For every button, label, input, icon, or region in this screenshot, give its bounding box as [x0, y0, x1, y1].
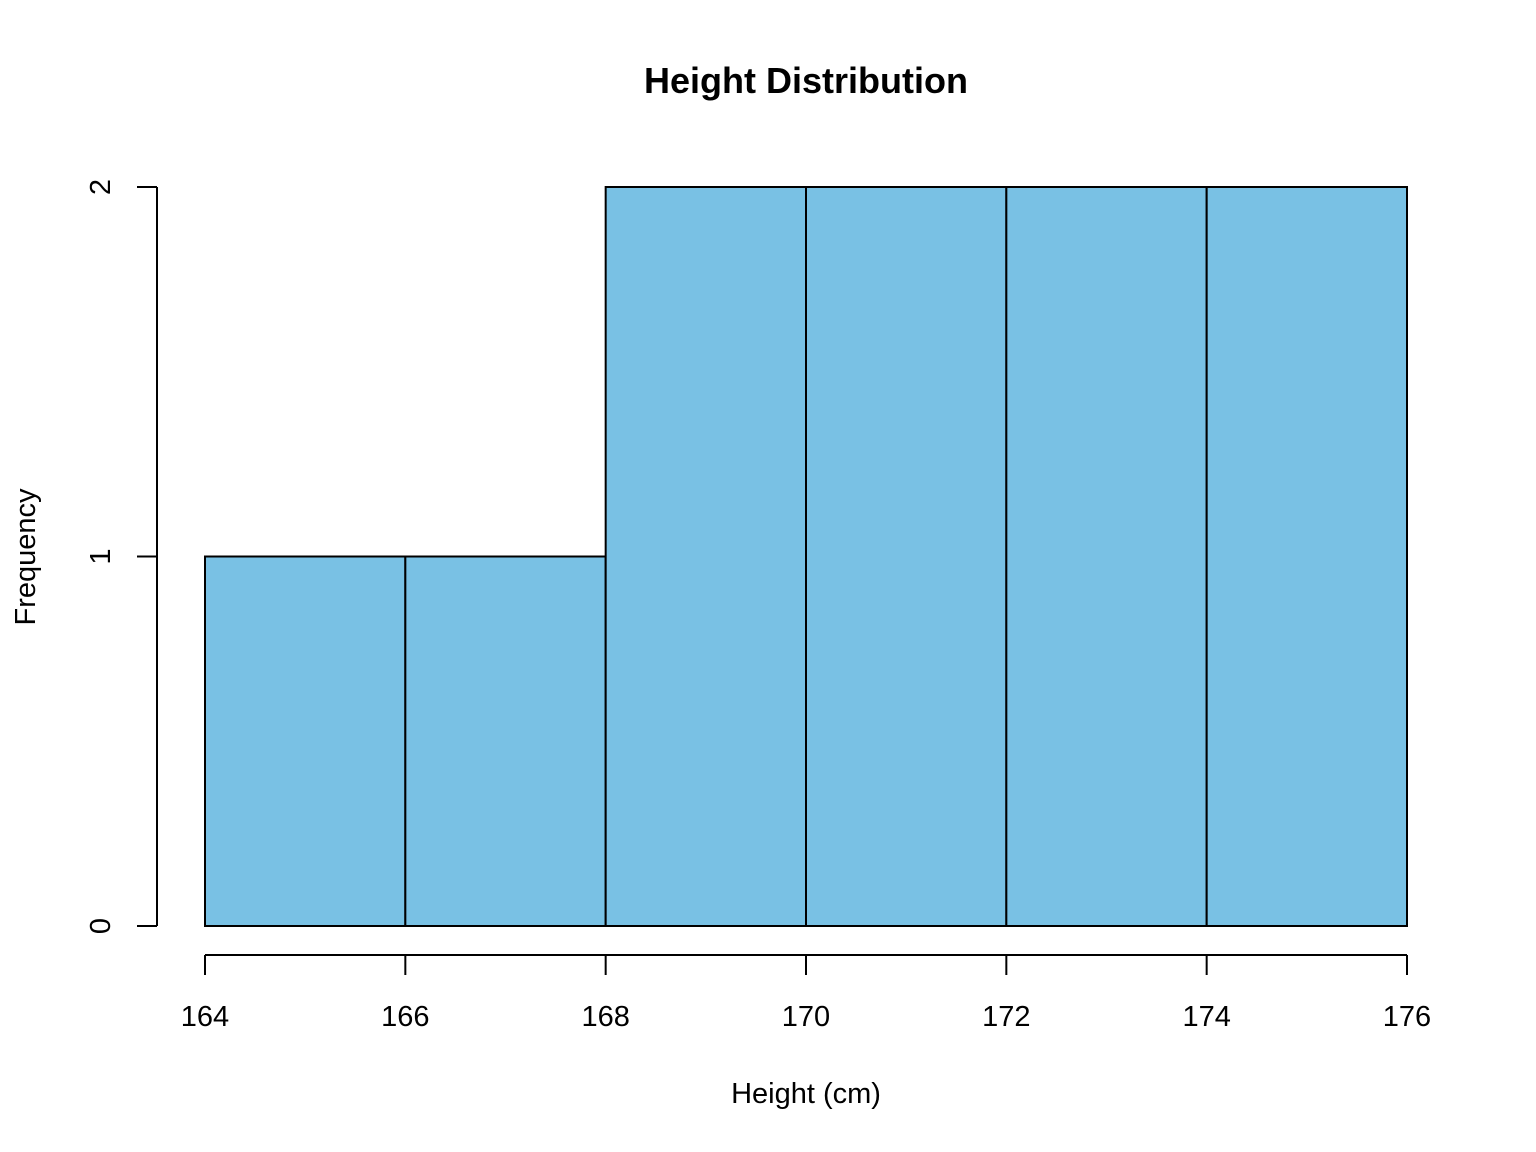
- histogram-bar-1: [204, 555, 407, 927]
- y-tick-label: 0: [85, 918, 117, 934]
- y-axis: 0 1 2: [85, 179, 158, 934]
- histogram-bar-3: [604, 186, 808, 927]
- y-axis-label: Frequency: [10, 488, 42, 626]
- histogram-bar-5: [1005, 186, 1208, 927]
- x-tick-label: 168: [581, 1001, 629, 1033]
- histogram-bar-2: [404, 555, 607, 927]
- x-axis-label: Height (cm): [731, 1078, 881, 1110]
- x-tick-label: 172: [982, 1001, 1030, 1033]
- histogram-bar-4: [805, 186, 1008, 927]
- y-tick-label: 2: [85, 179, 117, 195]
- y-tick-label: 1: [85, 548, 117, 564]
- x-tick-label: 174: [1182, 1001, 1230, 1033]
- x-tick-label: 166: [381, 1001, 429, 1033]
- x-axis: 164 166 168 170 172 174 176: [181, 954, 1431, 1033]
- x-tick-label: 176: [1383, 1001, 1431, 1033]
- bars-group: [204, 186, 1408, 927]
- x-tick-label: 164: [181, 1001, 229, 1033]
- x-tick-label: 170: [782, 1001, 830, 1033]
- histogram-bar-6: [1205, 186, 1408, 927]
- chart-title: Height Distribution: [644, 60, 968, 101]
